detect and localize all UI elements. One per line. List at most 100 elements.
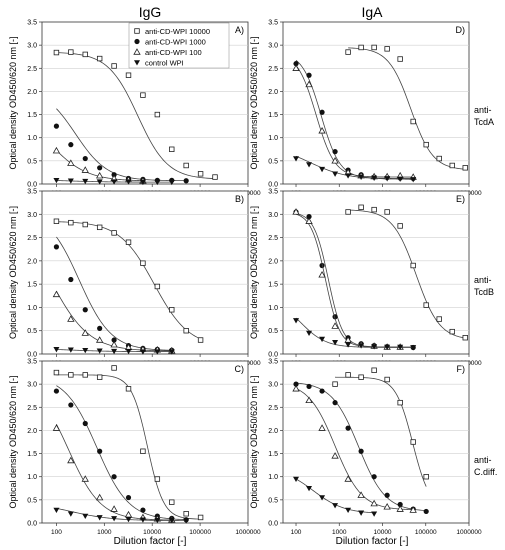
data-point xyxy=(319,388,325,394)
fit-curve-3 xyxy=(56,507,187,522)
data-point xyxy=(305,80,313,88)
data-point xyxy=(183,511,189,517)
fit-curve-1 xyxy=(56,108,187,182)
y-tick-label: 1.5 xyxy=(27,282,37,289)
data-point xyxy=(67,511,74,517)
data-point xyxy=(462,334,468,341)
y-axis-label: Optical density OD450/620 nm [-] xyxy=(8,375,18,508)
data-point xyxy=(318,424,326,431)
y-tick-label: 0.0 xyxy=(27,521,37,528)
data-point xyxy=(345,372,351,378)
data-point xyxy=(212,174,218,180)
fit-curve-2 xyxy=(56,424,172,521)
data-point xyxy=(110,340,118,348)
data-point xyxy=(197,171,204,177)
fit-curve-2 xyxy=(295,65,414,178)
data-point xyxy=(449,162,455,169)
data-point xyxy=(410,118,416,125)
data-point xyxy=(318,126,326,134)
data-point xyxy=(345,49,351,55)
data-point xyxy=(111,230,117,236)
data-point xyxy=(345,209,351,215)
fit-curve-2 xyxy=(295,388,414,511)
y-tick-label: 0.5 xyxy=(27,158,37,165)
data-point xyxy=(125,516,132,523)
data-point xyxy=(111,474,117,480)
data-point xyxy=(154,517,161,524)
data-point xyxy=(53,347,60,353)
plot-frame xyxy=(41,190,249,355)
data-point xyxy=(332,503,339,509)
data-point xyxy=(410,439,416,445)
data-point xyxy=(449,328,455,335)
data-point xyxy=(332,381,338,387)
data-point xyxy=(410,262,416,269)
row-label-tcdb: anti- TcdB xyxy=(474,275,494,297)
data-point xyxy=(183,518,190,524)
y-tick-label: 2.5 xyxy=(268,405,278,412)
data-point xyxy=(110,505,118,512)
panel-letter: D) xyxy=(456,25,466,35)
data-point xyxy=(140,448,146,454)
y-tick-label: 3.5 xyxy=(27,189,37,196)
data-point xyxy=(97,448,103,454)
data-point xyxy=(293,318,300,324)
y-tick-label: 3.0 xyxy=(27,43,37,50)
data-point xyxy=(111,179,118,185)
data-point xyxy=(169,146,175,152)
x-axis-label-iga: Dilution factor [-] xyxy=(336,536,409,547)
legend-label: anti-CD-WPI 1000 xyxy=(145,37,206,46)
data-point xyxy=(423,302,429,308)
data-point xyxy=(139,517,146,523)
data-point xyxy=(384,176,391,182)
data-point xyxy=(358,374,364,380)
data-point xyxy=(53,123,60,129)
data-point xyxy=(293,476,300,483)
y-tick-label: 1.0 xyxy=(27,305,37,312)
data-point xyxy=(68,402,74,408)
data-point xyxy=(331,157,339,164)
data-point xyxy=(111,516,118,522)
data-point xyxy=(140,260,146,266)
data-point xyxy=(371,344,378,350)
data-point xyxy=(436,316,442,322)
y-tick-label: 0.0 xyxy=(268,521,278,528)
data-point xyxy=(306,214,312,220)
column-title-igg: IgG xyxy=(139,4,162,20)
panel-f: 0.0 0.5 1.0 1.5 2.0 2.5 3.0 3.5 100 1000 10000 1000… xyxy=(249,359,482,537)
x-tick-label: 1000 xyxy=(332,529,347,536)
x-tick-label: 10000 xyxy=(143,529,161,536)
row-label-tcdb-line1: anti- xyxy=(474,275,492,285)
data-point xyxy=(332,340,339,346)
y-tick-label: 2.0 xyxy=(268,89,278,96)
legend-marker xyxy=(134,60,140,66)
data-point xyxy=(436,155,442,162)
data-point xyxy=(169,307,175,313)
fit-curve-3 xyxy=(295,155,414,180)
y-tick-label: 0.0 xyxy=(27,352,37,359)
x-axis-label-igg: Dilution factor [-] xyxy=(114,536,187,547)
data-point xyxy=(53,388,60,394)
data-point xyxy=(82,513,89,520)
data-point xyxy=(345,507,352,514)
x-tick-label: 1000000 xyxy=(456,529,482,536)
y-tick-label: 1.5 xyxy=(268,112,278,119)
panel-e: 0.00.51.01.52.02.53.03.51001000100001000… xyxy=(249,189,482,368)
data-point xyxy=(358,343,365,349)
y-tick-label: 1.5 xyxy=(268,282,278,289)
data-point xyxy=(96,348,103,354)
data-point xyxy=(306,162,313,168)
data-point xyxy=(332,400,338,406)
data-point xyxy=(111,63,117,69)
y-tick-label: 2.5 xyxy=(27,66,37,73)
data-point xyxy=(306,330,313,337)
data-point xyxy=(154,349,161,355)
data-point xyxy=(95,336,104,343)
data-point xyxy=(462,165,468,171)
data-point xyxy=(306,485,313,492)
data-point xyxy=(384,46,390,52)
y-tick-label: 1.5 xyxy=(27,451,37,458)
row-label-cdiff: anti- C.diff. xyxy=(474,455,497,477)
data-point xyxy=(68,372,74,378)
